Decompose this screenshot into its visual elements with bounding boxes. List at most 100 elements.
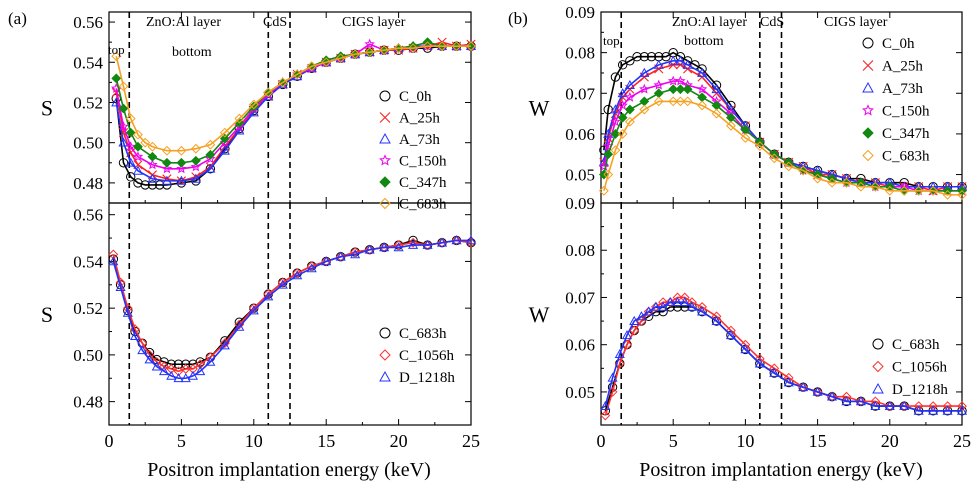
legend-label: A_73h [882, 81, 923, 97]
data-point [248, 99, 259, 110]
fit-line [115, 45, 471, 152]
series-D_1218h [108, 235, 477, 383]
data-point [277, 279, 288, 289]
region-label-zno-a: ZnO:Al layer [146, 15, 221, 30]
data-point [617, 112, 628, 123]
data-point [639, 52, 650, 62]
data-point [682, 96, 693, 107]
data-point [292, 69, 303, 80]
data-point [205, 163, 216, 173]
panel-b_top: 0.05 0.06 0.07 0.08 0.09 W [529, 3, 963, 204]
data-point [697, 92, 707, 103]
legend-item: C_347h [862, 126, 930, 142]
legend-marker [379, 90, 391, 102]
series-D_1218h [600, 296, 968, 415]
data-point [176, 157, 187, 168]
data-point [856, 396, 866, 407]
data-point [682, 84, 693, 95]
data-point [603, 149, 614, 160]
data-point [205, 153, 216, 164]
data-point [122, 307, 133, 317]
data-point [451, 235, 462, 245]
y-axis-label: S [41, 302, 53, 327]
data-point [132, 165, 144, 175]
data-point [726, 120, 736, 131]
data-point [783, 161, 794, 172]
data-point [812, 173, 823, 184]
data-point [614, 348, 625, 359]
legend-label: C_683h [399, 326, 447, 342]
x-tick-label: 5 [669, 431, 678, 451]
legend-item: C_1056h [872, 360, 948, 376]
data-point [639, 67, 650, 77]
legend-item: D_1218h [872, 382, 948, 398]
legend-item: C_150h [862, 104, 930, 120]
data-point [675, 96, 686, 107]
data-point [711, 83, 722, 94]
data-point [928, 405, 939, 415]
data-point [603, 104, 613, 115]
y-tick-label: 0.56 [73, 206, 103, 225]
region-label-cigs-b: CIGS layer [824, 15, 888, 30]
data-point [335, 251, 346, 262]
legend-label: C_150h [399, 154, 447, 170]
legend-label: C_0h [882, 36, 915, 52]
y-tick-label: 0.09 [565, 3, 595, 22]
data-point [697, 100, 707, 111]
legend-label: A_73h [399, 132, 440, 148]
data-point [393, 240, 404, 250]
data-point [161, 175, 172, 185]
data-point [147, 141, 158, 152]
data-point [466, 41, 476, 52]
region-label-zno-b: ZnO:Al layer [672, 15, 747, 30]
legend-label: C_347h [399, 175, 447, 191]
data-point [108, 256, 119, 266]
text-layer: (a) (b) top ZnO:Al layer bottom CdS CIGS… [8, 9, 923, 481]
y-tick-label: 0.52 [73, 93, 103, 112]
data-point [147, 159, 158, 170]
y-tick-label: 0.07 [565, 288, 595, 307]
y-tick-label: 0.54 [73, 53, 103, 72]
data-point [665, 296, 676, 307]
panel-label-a: (a) [8, 9, 27, 28]
legend-marker [862, 81, 874, 93]
y-tick-label: 0.52 [73, 299, 103, 318]
data-point [686, 301, 698, 311]
series-C_150h [111, 38, 477, 174]
data-point [158, 366, 170, 376]
data-point [111, 51, 122, 62]
data-point [219, 127, 230, 138]
data-point [162, 157, 172, 168]
panel-a_bottom: 0.48 0.50 0.52 0.54 0.56 0 5 10 15 20 25 S [41, 202, 480, 451]
data-point [682, 59, 693, 69]
data-point [133, 178, 143, 188]
data-point [653, 59, 664, 69]
data-point [942, 405, 953, 415]
data-point [190, 155, 201, 166]
fit-line [112, 239, 472, 366]
data-point [219, 145, 230, 155]
legend-item: C_347h [379, 175, 447, 191]
data-point [306, 261, 317, 272]
data-point [711, 108, 722, 119]
y-tick-label: 0.48 [73, 174, 103, 193]
data-point [147, 151, 158, 162]
data-point [603, 128, 614, 138]
x-tick-label: 10 [245, 431, 263, 451]
y-tick-label: 0.54 [73, 252, 103, 271]
data-point [350, 249, 361, 259]
data-point [661, 52, 671, 62]
data-point [942, 189, 953, 200]
data-point [624, 79, 635, 90]
data-point [639, 104, 650, 115]
data-point [190, 161, 202, 172]
data-point [451, 41, 462, 52]
data-point [675, 75, 686, 86]
data-point [263, 87, 274, 98]
legend-marker [872, 338, 884, 350]
data-point [653, 88, 664, 99]
data-point [610, 116, 621, 127]
data-point [668, 55, 679, 65]
series-C_683h [598, 96, 967, 200]
data-point [180, 373, 191, 383]
